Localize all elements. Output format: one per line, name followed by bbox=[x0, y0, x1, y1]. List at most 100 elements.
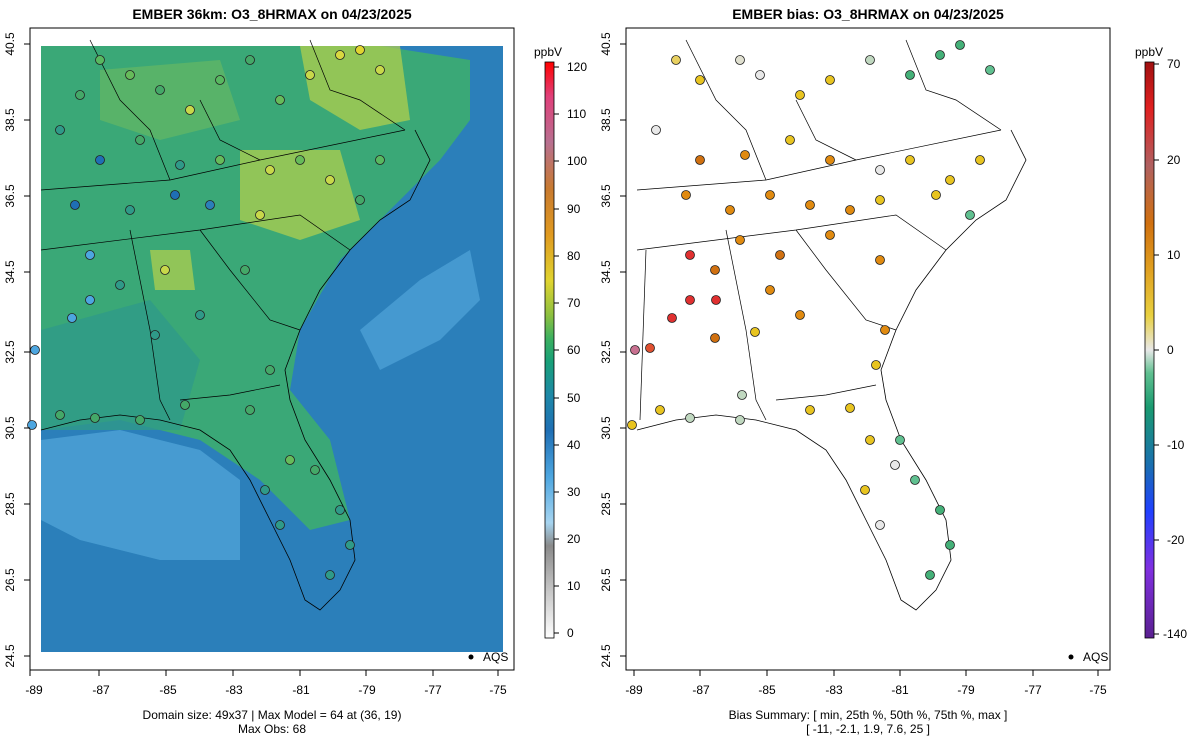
bias-marker bbox=[895, 435, 905, 445]
left-x-tick: -75 bbox=[489, 683, 507, 697]
aqs-marker bbox=[150, 330, 160, 340]
right-colorbar-tick: -20 bbox=[1167, 533, 1185, 547]
right-colorbar-tick: 70 bbox=[1167, 57, 1181, 71]
right-x-tick: -85 bbox=[758, 683, 776, 697]
bias-marker bbox=[735, 235, 745, 245]
left-colorbar bbox=[544, 61, 555, 639]
bias-marker bbox=[845, 205, 855, 215]
left-x-tick: -83 bbox=[225, 683, 243, 697]
aqs-marker bbox=[325, 570, 335, 580]
left-colorbar-unit: ppbV bbox=[534, 45, 562, 59]
left-x-tick: -79 bbox=[358, 683, 376, 697]
aqs-marker bbox=[27, 420, 37, 430]
right-y-tick: 38.5 bbox=[599, 108, 613, 132]
right-caption-line2: [ -11, -2.1, 1.9, 7.6, 25 ] bbox=[806, 722, 930, 736]
left-border-ky-tn bbox=[40, 129, 406, 191]
left-border-al-ga bbox=[129, 229, 171, 421]
aqs-marker bbox=[265, 365, 275, 375]
bias-marker bbox=[860, 485, 870, 495]
right-x-tick: -89 bbox=[625, 683, 643, 697]
aqs-marker bbox=[30, 345, 40, 355]
left-x-axis bbox=[29, 670, 499, 676]
bias-marker bbox=[825, 155, 835, 165]
aqs-marker bbox=[335, 505, 345, 515]
left-colorbar-tick: 100 bbox=[567, 154, 587, 168]
aqs-marker bbox=[175, 160, 185, 170]
right-colorbar bbox=[1144, 61, 1155, 639]
left-caption-line2: Max Obs: 68 bbox=[237, 722, 307, 736]
right-border-sc bbox=[795, 229, 897, 331]
left-colorbar-tick: 90 bbox=[567, 202, 581, 216]
aqs-marker bbox=[245, 55, 255, 65]
left-border-va bbox=[309, 39, 406, 131]
bias-marker bbox=[965, 210, 975, 220]
aqs-marker bbox=[240, 265, 250, 275]
right-y-tick: 40.5 bbox=[599, 32, 613, 56]
aqs-marker bbox=[275, 95, 285, 105]
bias-marker bbox=[905, 70, 915, 80]
bias-marker bbox=[875, 195, 885, 205]
right-border-al-ga bbox=[725, 229, 767, 421]
aqs-marker bbox=[170, 190, 180, 200]
left-y-tick: 38.5 bbox=[3, 108, 17, 132]
bias-marker bbox=[735, 415, 745, 425]
right-border-wv bbox=[795, 99, 857, 161]
bias-marker bbox=[755, 70, 765, 80]
bias-marker bbox=[785, 135, 795, 145]
left-y-tick: 30.5 bbox=[3, 416, 17, 440]
aqs-marker bbox=[90, 413, 100, 423]
aqs-marker bbox=[70, 200, 80, 210]
left-y-tick: 36.5 bbox=[3, 184, 17, 208]
left-x-tick: -89 bbox=[25, 683, 43, 697]
right-x-tick: -79 bbox=[957, 683, 975, 697]
right-legend-dot-icon bbox=[1068, 654, 1074, 660]
bias-marker bbox=[671, 55, 681, 65]
left-colorbar-tick: 10 bbox=[567, 579, 581, 593]
bias-marker bbox=[865, 55, 875, 65]
right-y-tick: 30.5 bbox=[599, 416, 613, 440]
left-legend-label: AQS bbox=[483, 650, 508, 664]
aqs-marker bbox=[195, 310, 205, 320]
right-x-axis bbox=[633, 670, 1099, 676]
right-x-tick: -75 bbox=[1089, 683, 1107, 697]
bias-marker bbox=[725, 205, 735, 215]
aqs-marker bbox=[305, 70, 315, 80]
left-border-oh bbox=[89, 39, 171, 181]
right-colorbar-ticks bbox=[1154, 63, 1159, 635]
bias-marker bbox=[945, 175, 955, 185]
left-border-wv bbox=[199, 99, 261, 161]
left-colorbar-tick: 60 bbox=[567, 343, 581, 357]
aqs-marker bbox=[265, 165, 275, 175]
left-colorbar-tick: 20 bbox=[567, 532, 581, 546]
left-border-ga-fl bbox=[179, 384, 281, 401]
right-colorbar-tick: 10 bbox=[1167, 248, 1181, 262]
right-y-tick: 36.5 bbox=[599, 184, 613, 208]
aqs-marker bbox=[255, 210, 265, 220]
left-border-tn-ga bbox=[40, 214, 351, 251]
right-colorbar-tick: -10 bbox=[1167, 438, 1185, 452]
aqs-marker bbox=[55, 410, 65, 420]
right-colorbar-tick: -140 bbox=[1163, 627, 1187, 641]
bias-marker bbox=[655, 405, 665, 415]
bias-marker bbox=[985, 65, 995, 75]
aqs-marker bbox=[375, 65, 385, 75]
right-caption-line1: Bias Summary: [ min, 25th %, 50th %, 75t… bbox=[728, 708, 1008, 722]
right-x-tick: -77 bbox=[1024, 683, 1042, 697]
bias-marker bbox=[925, 570, 935, 580]
bias-marker bbox=[910, 475, 920, 485]
right-plot-frame bbox=[625, 27, 1111, 671]
left-y-axis bbox=[24, 43, 30, 657]
right-panel-title: EMBER bias: O3_8HRMAX on 04/23/2025 bbox=[732, 6, 1004, 22]
left-aqs-markers bbox=[27, 45, 385, 580]
bias-marker bbox=[681, 190, 691, 200]
right-y-tick: 32.5 bbox=[599, 340, 613, 364]
aqs-marker bbox=[85, 250, 95, 260]
left-y-tick: 24.5 bbox=[3, 644, 17, 668]
aqs-marker bbox=[285, 455, 295, 465]
left-border-sc bbox=[199, 229, 301, 331]
left-caption-line1: Domain size: 49x37 | Max Model = 64 at (… bbox=[142, 708, 402, 722]
right-border-va bbox=[905, 39, 1002, 131]
left-colorbar-tick: 80 bbox=[567, 249, 581, 263]
bias-marker bbox=[630, 345, 640, 355]
bias-marker bbox=[711, 295, 721, 305]
